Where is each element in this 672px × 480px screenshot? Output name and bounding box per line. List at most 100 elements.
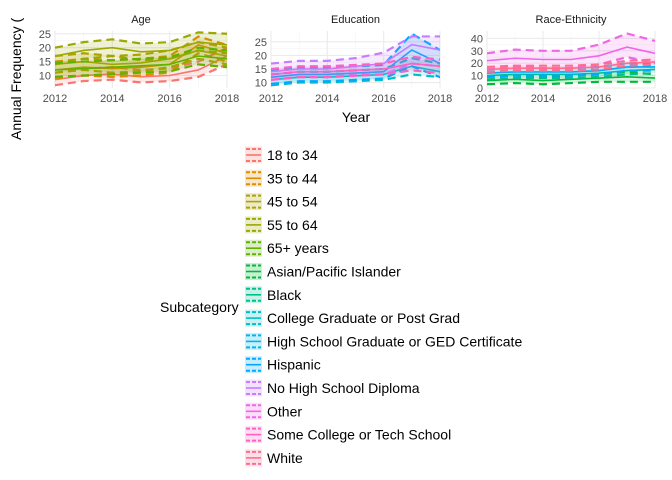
x-tick-label: 2018: [428, 93, 452, 105]
y-tick-label: 10: [471, 71, 483, 83]
legend-item-white: White: [245, 449, 303, 467]
y-tick-label: 40: [471, 33, 483, 45]
legend-label: 65+ years: [267, 240, 329, 256]
line-asian-pacific-islander: [487, 76, 655, 82]
bound-upper-no-high-school-diploma: [271, 35, 440, 65]
legend-label: Hispanic: [267, 357, 321, 373]
x-tick-label: 2018: [643, 93, 667, 105]
x-tick-label: 2016: [587, 93, 611, 105]
x-tick-label: 2018: [215, 93, 239, 105]
y-tick-label: 15: [255, 64, 267, 76]
legend-item-college-graduate-or-post-grad: College Graduate or Post Grad: [245, 309, 460, 327]
y-tick-label: 10: [39, 70, 51, 82]
line-high-school-graduate-or-ged-certificate: [271, 49, 440, 78]
bound-lower-45-to-54: [55, 57, 227, 74]
bound-lower-high-school-graduate-or-ged-certificate: [271, 65, 440, 86]
legend-label: Some College or Tech School: [267, 427, 451, 443]
bound-upper-white: [487, 58, 655, 69]
bound-upper-other: [487, 32, 655, 55]
y-tick-label: 0: [477, 83, 483, 95]
x-tick-label: 2012: [259, 93, 283, 105]
facet-strip-label: Race-Ethnicity: [536, 14, 607, 26]
y-tick-label: 25: [39, 29, 51, 41]
x-tick-label: 2014: [315, 93, 339, 105]
legend-item-asian-pacific-islander: Asian/Pacific Islander: [245, 263, 401, 280]
x-tick-label: 2016: [157, 93, 181, 105]
legend-item-some-college-or-tech-school: Some College or Tech School: [245, 426, 451, 444]
y-tick-label: 30: [471, 46, 483, 58]
bound-lower-black: [487, 72, 655, 81]
legend-item-35-to-44: 35 to 44: [245, 169, 318, 187]
line-hispanic: [487, 66, 655, 74]
bound-lower-white: [487, 63, 655, 73]
x-tick-label: 2016: [371, 93, 395, 105]
y-tick-label: 10: [255, 78, 267, 90]
bound-lower-some-college-or-tech-school: [271, 69, 440, 81]
line-some-college-or-tech-school: [271, 62, 440, 76]
line-black: [487, 68, 655, 77]
ribbon-45-to-54: [55, 42, 227, 73]
legend-item-55-to-64: 55 to 64: [245, 216, 318, 234]
y-tick-label: 25: [255, 37, 267, 49]
y-tick-label: 20: [471, 58, 483, 70]
bound-upper-65-years: [55, 46, 227, 65]
ribbon-65-years: [55, 47, 227, 77]
x-tick-label: 2014: [531, 93, 555, 105]
bound-lower-65-years: [55, 63, 227, 78]
legend-label: 35 to 44: [267, 170, 318, 186]
legend-label: 45 to 54: [267, 194, 318, 210]
x-tick-label: 2012: [43, 93, 67, 105]
x-axis-title: Year: [342, 109, 371, 125]
legend-item-hispanic: Hispanic: [245, 356, 321, 374]
legend-item-other: Other: [245, 402, 302, 420]
legend: Subcategory 18 to 34 35 to 44 45 to 54 55 t…: [160, 146, 522, 467]
x-tick-label: 2012: [475, 93, 499, 105]
bound-upper-55-to-64: [55, 31, 227, 49]
y-tick-label: 20: [255, 50, 267, 62]
series-group: [487, 32, 655, 86]
legend-item-45-to-54: 45 to 54: [245, 193, 318, 211]
bound-lower-hispanic: [487, 69, 655, 78]
line-white: [487, 61, 655, 71]
y-tick-label: 20: [39, 43, 51, 55]
legend-title: Subcategory: [160, 299, 239, 315]
line-65-years: [55, 55, 227, 71]
legend-label: White: [267, 450, 303, 466]
bound-upper-some-college-or-tech-school: [271, 55, 440, 71]
ribbon-some-college-or-tech-school: [271, 56, 440, 80]
legend-label: No High School Diploma: [267, 380, 420, 396]
legend-label: Other: [267, 403, 302, 419]
line-35-to-44: [55, 44, 227, 71]
legend-item-black: Black: [245, 286, 302, 304]
line-other: [487, 46, 655, 62]
bound-lower-asian-pacific-islander: [487, 80, 655, 86]
legend-label: 18 to 34: [267, 147, 318, 163]
bound-lower-college-graduate-or-post-grad: [271, 73, 440, 87]
legend-label: Black: [267, 287, 302, 303]
bound-lower-55-to-64: [55, 49, 227, 66]
legend-label: College Graduate or Post Grad: [267, 310, 460, 326]
legend-item-18-to-34: 18 to 34: [245, 146, 318, 164]
y-tick-label: 15: [39, 57, 51, 69]
legend-keys: 18 to 34 35 to 44 45 to 54 55 to 64 65+ year…: [245, 146, 522, 467]
legend-label: 55 to 64: [267, 217, 318, 233]
bound-lower-18-to-34: [55, 63, 227, 87]
legend-label: High School Graduate or GED Certificate: [267, 333, 522, 349]
legend-item-no-high-school-diploma: No High School Diploma: [245, 379, 420, 397]
facet-strip-label: Education: [331, 14, 380, 26]
series-group: [55, 31, 227, 87]
x-tick-label: 2014: [100, 93, 124, 105]
legend-item-65-years: 65+ years: [245, 239, 329, 257]
facet-strip-label: Age: [131, 14, 151, 26]
y-axis-title: Annual Frequency (: [8, 17, 24, 140]
legend-item-high-school-graduate-or-ged-certificate: High School Graduate or GED Certificate: [245, 332, 522, 350]
line-55-to-64: [55, 41, 227, 57]
series-group: [271, 32, 440, 87]
legend-label: Asian/Pacific Islander: [267, 264, 401, 280]
line-no-high-school-diploma: [271, 43, 440, 73]
ribbon-college-graduate-or-post-grad: [271, 58, 440, 86]
